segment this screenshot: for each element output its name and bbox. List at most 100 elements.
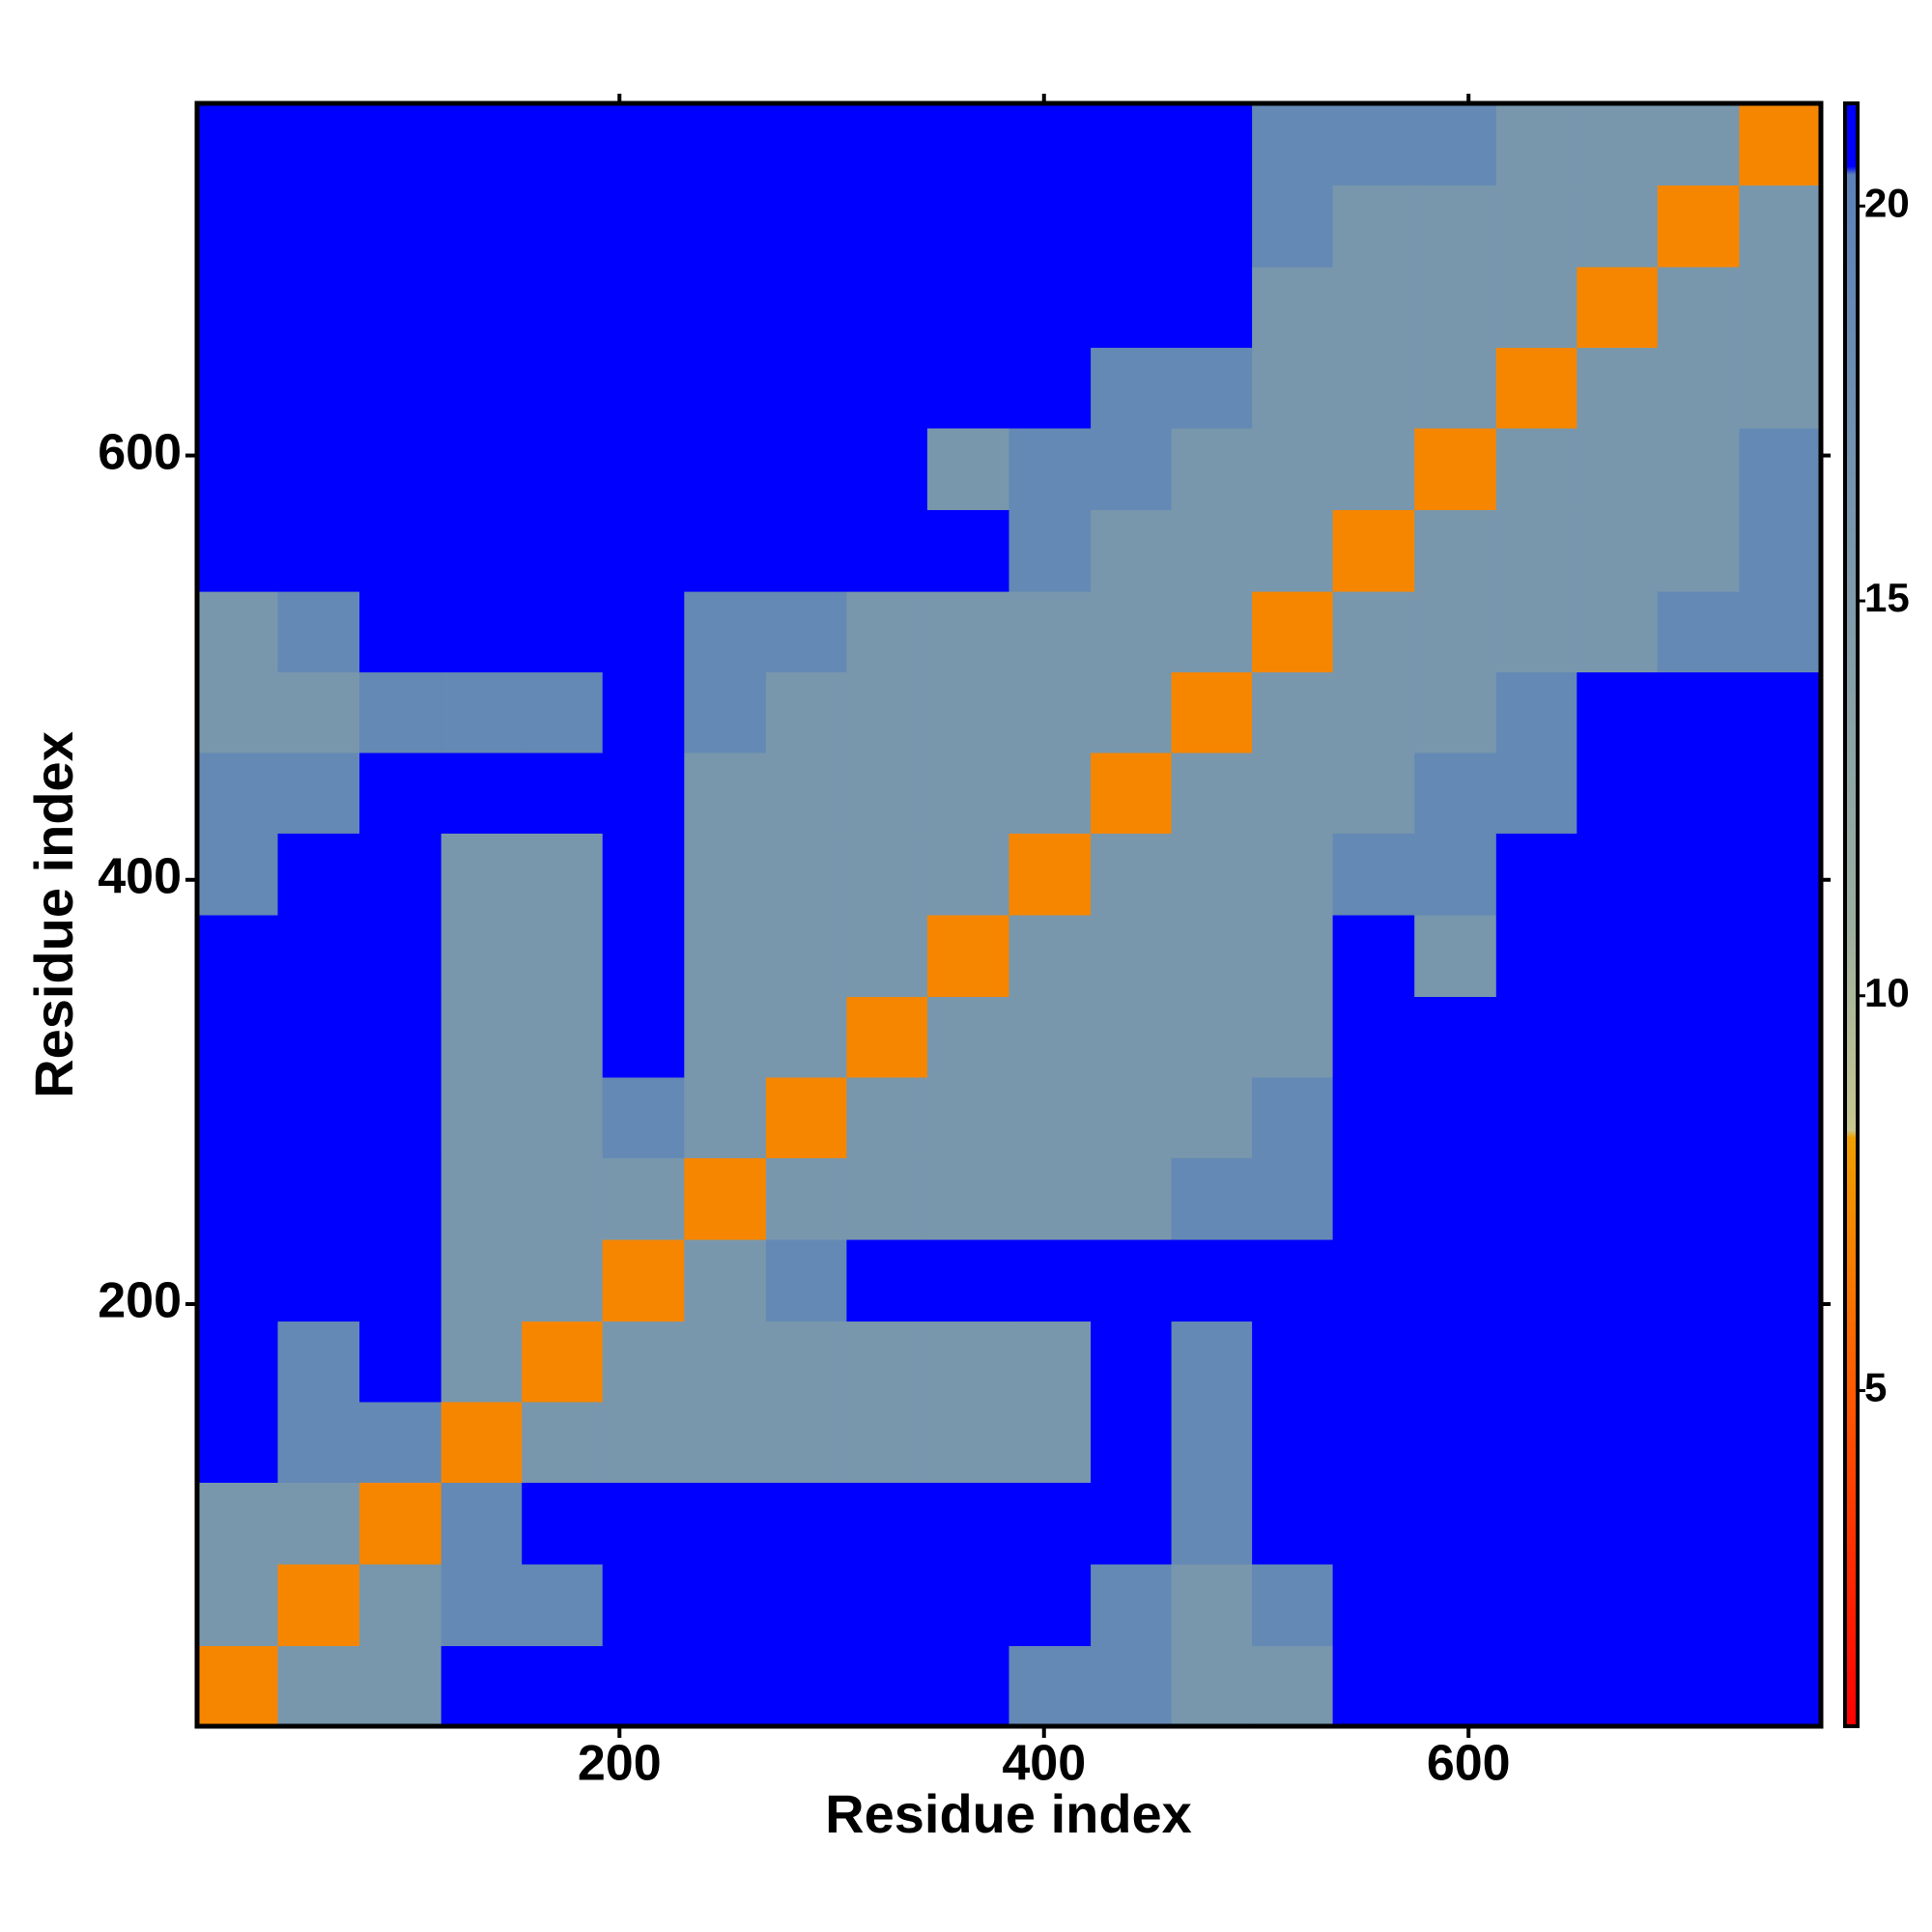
heatmap-cell — [1009, 428, 1092, 511]
heatmap-cell — [440, 833, 523, 916]
heatmap-cell — [440, 1482, 523, 1565]
heatmap-cell — [1252, 1645, 1334, 1727]
heatmap-cell — [277, 1077, 360, 1158]
heatmap-cell — [359, 996, 442, 1078]
heatmap-cell — [1332, 185, 1415, 268]
y-axis-title: Residue index — [23, 731, 84, 1098]
heatmap-cell — [277, 671, 360, 753]
heatmap-cell — [522, 1157, 604, 1240]
heatmap-cell — [765, 103, 847, 186]
heatmap-cell — [926, 996, 1009, 1078]
heatmap-cell — [926, 1402, 1009, 1483]
heatmap-cell — [1332, 1077, 1415, 1158]
heatmap-cell — [522, 996, 604, 1078]
heatmap-cell — [1171, 103, 1253, 186]
heatmap-cell — [926, 103, 1009, 186]
heatmap-cell — [1657, 1077, 1740, 1158]
heatmap-cell — [359, 915, 442, 998]
heatmap-cell — [440, 1645, 523, 1727]
heatmap-cell — [1657, 1239, 1740, 1322]
heatmap-cell — [1577, 1321, 1659, 1403]
heatmap-cell — [684, 267, 767, 349]
heatmap-cell — [1332, 671, 1415, 753]
x-axis-title: Residue index — [825, 1783, 1192, 1844]
heatmap-cell — [1091, 1321, 1173, 1403]
heatmap-cell — [602, 1077, 685, 1158]
y-tick-label: 200 — [98, 1273, 182, 1329]
heatmap-cell — [1495, 1077, 1577, 1158]
y-tick-label: 600 — [98, 424, 182, 480]
heatmap-cell — [846, 591, 928, 673]
heatmap-cell — [197, 833, 279, 916]
heatmap-cell — [1657, 428, 1740, 511]
heatmap-cell — [1091, 591, 1173, 673]
heatmap-cell — [277, 1564, 360, 1647]
heatmap-cell — [846, 103, 928, 186]
heatmap-cell — [277, 1482, 360, 1565]
heatmap-cell — [522, 753, 604, 834]
heatmap-cell — [1091, 1564, 1173, 1647]
heatmap-cell — [1495, 185, 1577, 268]
heatmap-cell — [846, 1564, 928, 1647]
heatmap-cell — [1091, 1239, 1173, 1322]
heatmap-cell — [277, 185, 360, 268]
heatmap-cell — [440, 428, 523, 511]
heatmap-cell — [1414, 1321, 1497, 1403]
heatmap-cell — [1091, 428, 1173, 511]
heatmap-cell — [1495, 671, 1577, 753]
heatmap-cell — [440, 185, 523, 268]
heatmap-cell — [197, 185, 279, 268]
heatmap-cell — [1657, 267, 1740, 349]
heatmap-cell — [359, 1402, 442, 1483]
heatmap-cell — [197, 509, 279, 592]
heatmap-cell — [1414, 1482, 1497, 1565]
heatmap-cell — [846, 347, 928, 429]
heatmap-cell — [846, 915, 928, 998]
heatmap-cell — [1091, 267, 1173, 349]
heatmap-cell — [602, 996, 685, 1078]
heatmap-cell — [1091, 1402, 1173, 1483]
heatmap-cell — [440, 509, 523, 592]
heatmap-cell — [522, 509, 604, 592]
heatmap-cell — [1495, 103, 1577, 186]
heatmap-cell — [1009, 1077, 1092, 1158]
heatmap-cell — [440, 103, 523, 186]
heatmap-cell — [1414, 103, 1497, 186]
heatmap-cell — [197, 753, 279, 834]
heatmap-cell — [1009, 996, 1092, 1078]
heatmap-cell — [1009, 1645, 1092, 1727]
heatmap-cell — [522, 833, 604, 916]
heatmap-cell — [359, 1564, 442, 1647]
heatmap-cell — [1009, 915, 1092, 998]
heatmap-cell — [926, 347, 1009, 429]
heatmap-cell — [846, 1157, 928, 1240]
heatmap-cell — [684, 996, 767, 1078]
heatmap-cell — [1171, 1077, 1253, 1158]
heatmap-cell — [1657, 103, 1740, 186]
heatmap-cell — [1009, 1321, 1092, 1403]
heatmap-cell — [522, 1321, 604, 1403]
heatmap-cell — [1091, 753, 1173, 834]
heatmap-cell — [1739, 1239, 1822, 1322]
heatmap-cell — [197, 1077, 279, 1158]
heatmap-cell — [846, 509, 928, 592]
heatmap-cell — [440, 996, 523, 1078]
heatmap-cell — [765, 1239, 847, 1322]
heatmap-cell — [1739, 347, 1822, 429]
heatmap-cell — [1657, 347, 1740, 429]
x-tick-label: 600 — [1427, 1736, 1511, 1792]
heatmap-cell — [684, 833, 767, 916]
heatmap-cell — [1091, 185, 1173, 268]
heatmap-cell — [602, 267, 685, 349]
heatmap-cell — [522, 267, 604, 349]
heatmap-cell — [359, 509, 442, 592]
heatmap-cell — [602, 1564, 685, 1647]
heatmap-cell — [846, 1077, 928, 1158]
heatmap-cell — [1171, 267, 1253, 349]
heatmap-cell — [1171, 591, 1253, 673]
heatmap-cell — [1577, 753, 1659, 834]
heatmap-cell — [1332, 1564, 1415, 1647]
heatmap-cell — [684, 428, 767, 511]
x-tick-label: 200 — [578, 1736, 662, 1792]
heatmap-cell — [846, 1239, 928, 1322]
